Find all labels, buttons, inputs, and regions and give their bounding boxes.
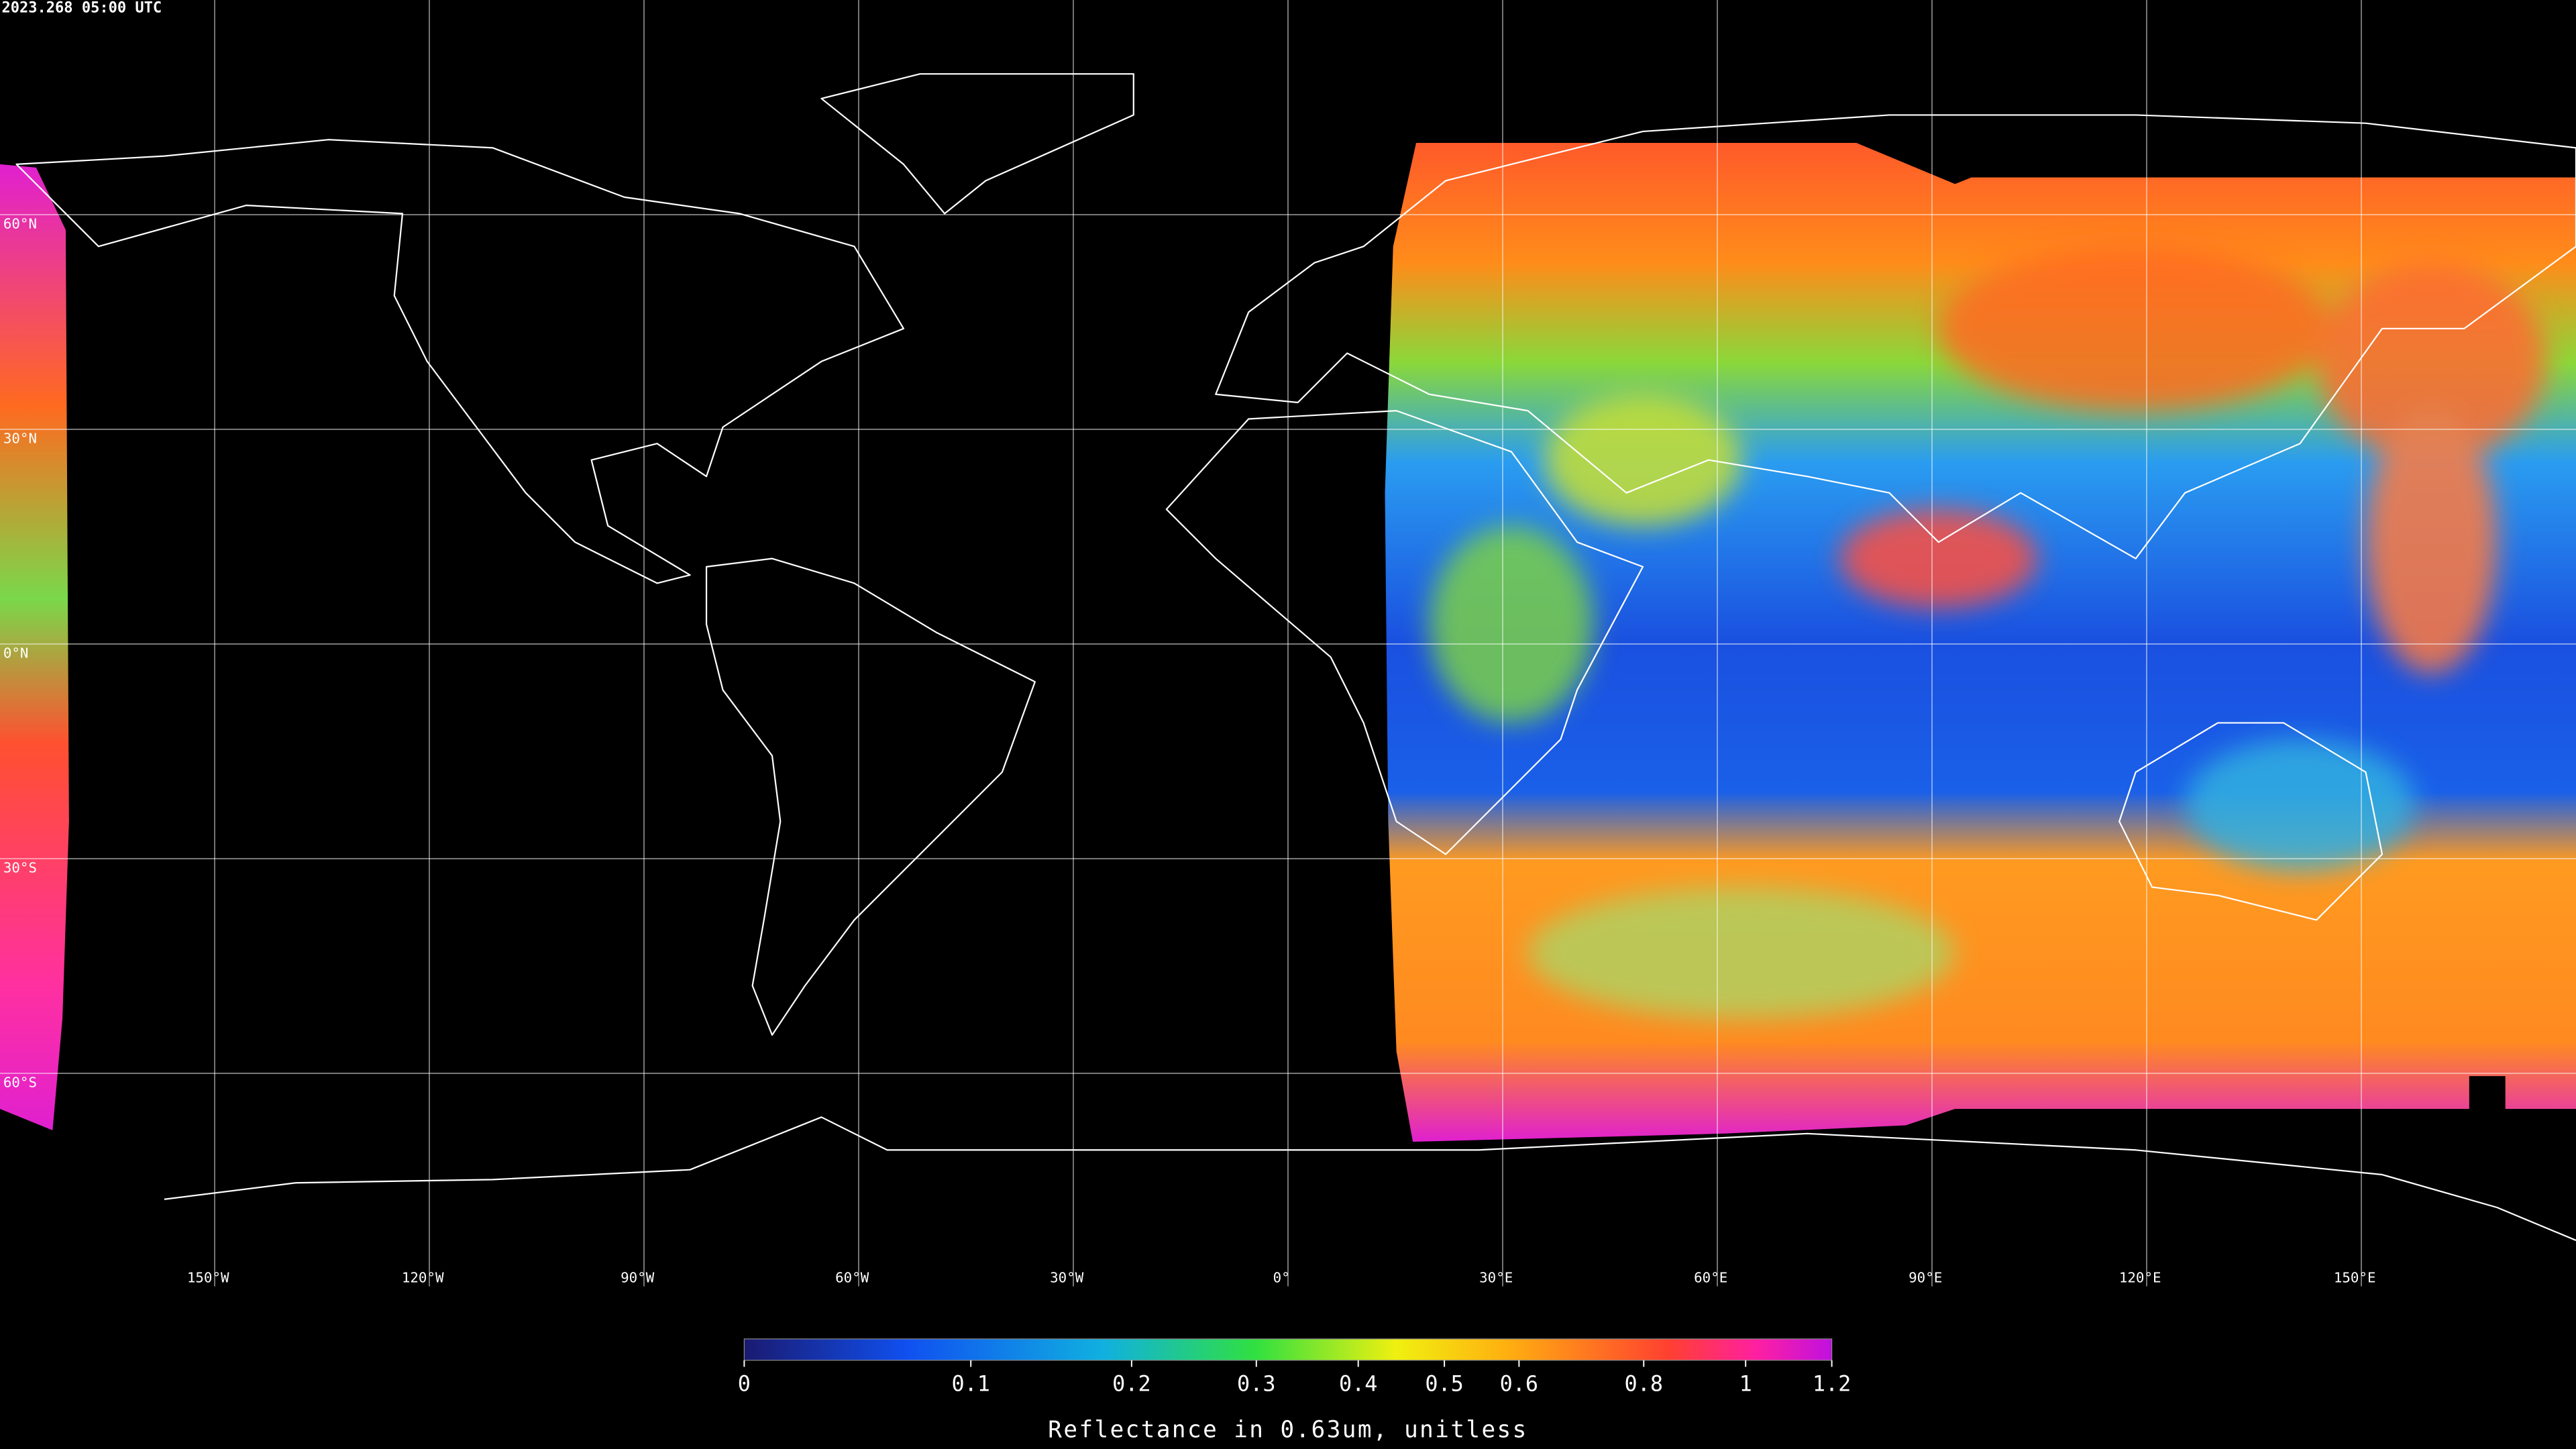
footer [0,1286,2576,1449]
image-swath-edge [0,164,69,1130]
longitude-label: 30°W [1050,1269,1084,1285]
south-america [705,557,1036,1036]
africa [1165,410,1644,855]
australia [2118,722,2383,921]
longitude-label: 120°W [402,1269,444,1285]
latitude-label: 60°N [3,216,37,232]
longitude-label: 90°E [1909,1269,1942,1285]
colorbar-tick-label: 0.6 [1500,1371,1539,1396]
colorbar-tick-label: 0.4 [1339,1371,1378,1396]
cloud-features [1429,246,2546,1019]
north-america [15,139,905,584]
longitude-label: 30°E [1479,1269,1513,1285]
timestamp: 2023.268 05:00 UTC [1,0,162,16]
coastlines [15,73,2576,1241]
colorbar-ticks [743,1360,1833,1367]
longitude-label: 150°W [187,1269,229,1285]
colorbar-tick-label: 0.1 [951,1371,990,1396]
colorbar-tick-label: 1 [1739,1371,1752,1396]
colorbar-tick-label: 0 [738,1371,751,1396]
longitude-label: 0° [1273,1269,1290,1285]
satellite-imagery [0,143,2576,1142]
longitude-label: 60°W [835,1269,869,1285]
longitude-label: 90°W [621,1269,655,1285]
longitude-label: 150°E [2334,1269,2376,1285]
latitude-label: 0°N [3,645,29,661]
graticule [0,0,2576,1288]
colorbar-tick-label: 0.8 [1625,1371,1664,1396]
colorbar-tick-label: 1.2 [1813,1371,1851,1396]
colorbar-tick-label: 0.5 [1425,1371,1464,1396]
longitude-label: 120°E [2119,1269,2161,1285]
antarctica [164,1116,2576,1241]
colorbar [743,1338,1833,1361]
latitude-label: 30°S [3,860,37,876]
greenland [820,73,1134,215]
colorbar-label: Reflectance in 0.63um, unitless [1048,1417,1527,1444]
longitude-label: 60°E [1694,1269,1727,1285]
latitude-label: 30°N [3,431,37,447]
colorbar-tick-label: 0.3 [1237,1371,1276,1396]
latitude-label: 60°S [3,1075,37,1091]
colorbar-tick-label: 0.2 [1112,1371,1151,1396]
eurasia [1215,114,2576,559]
